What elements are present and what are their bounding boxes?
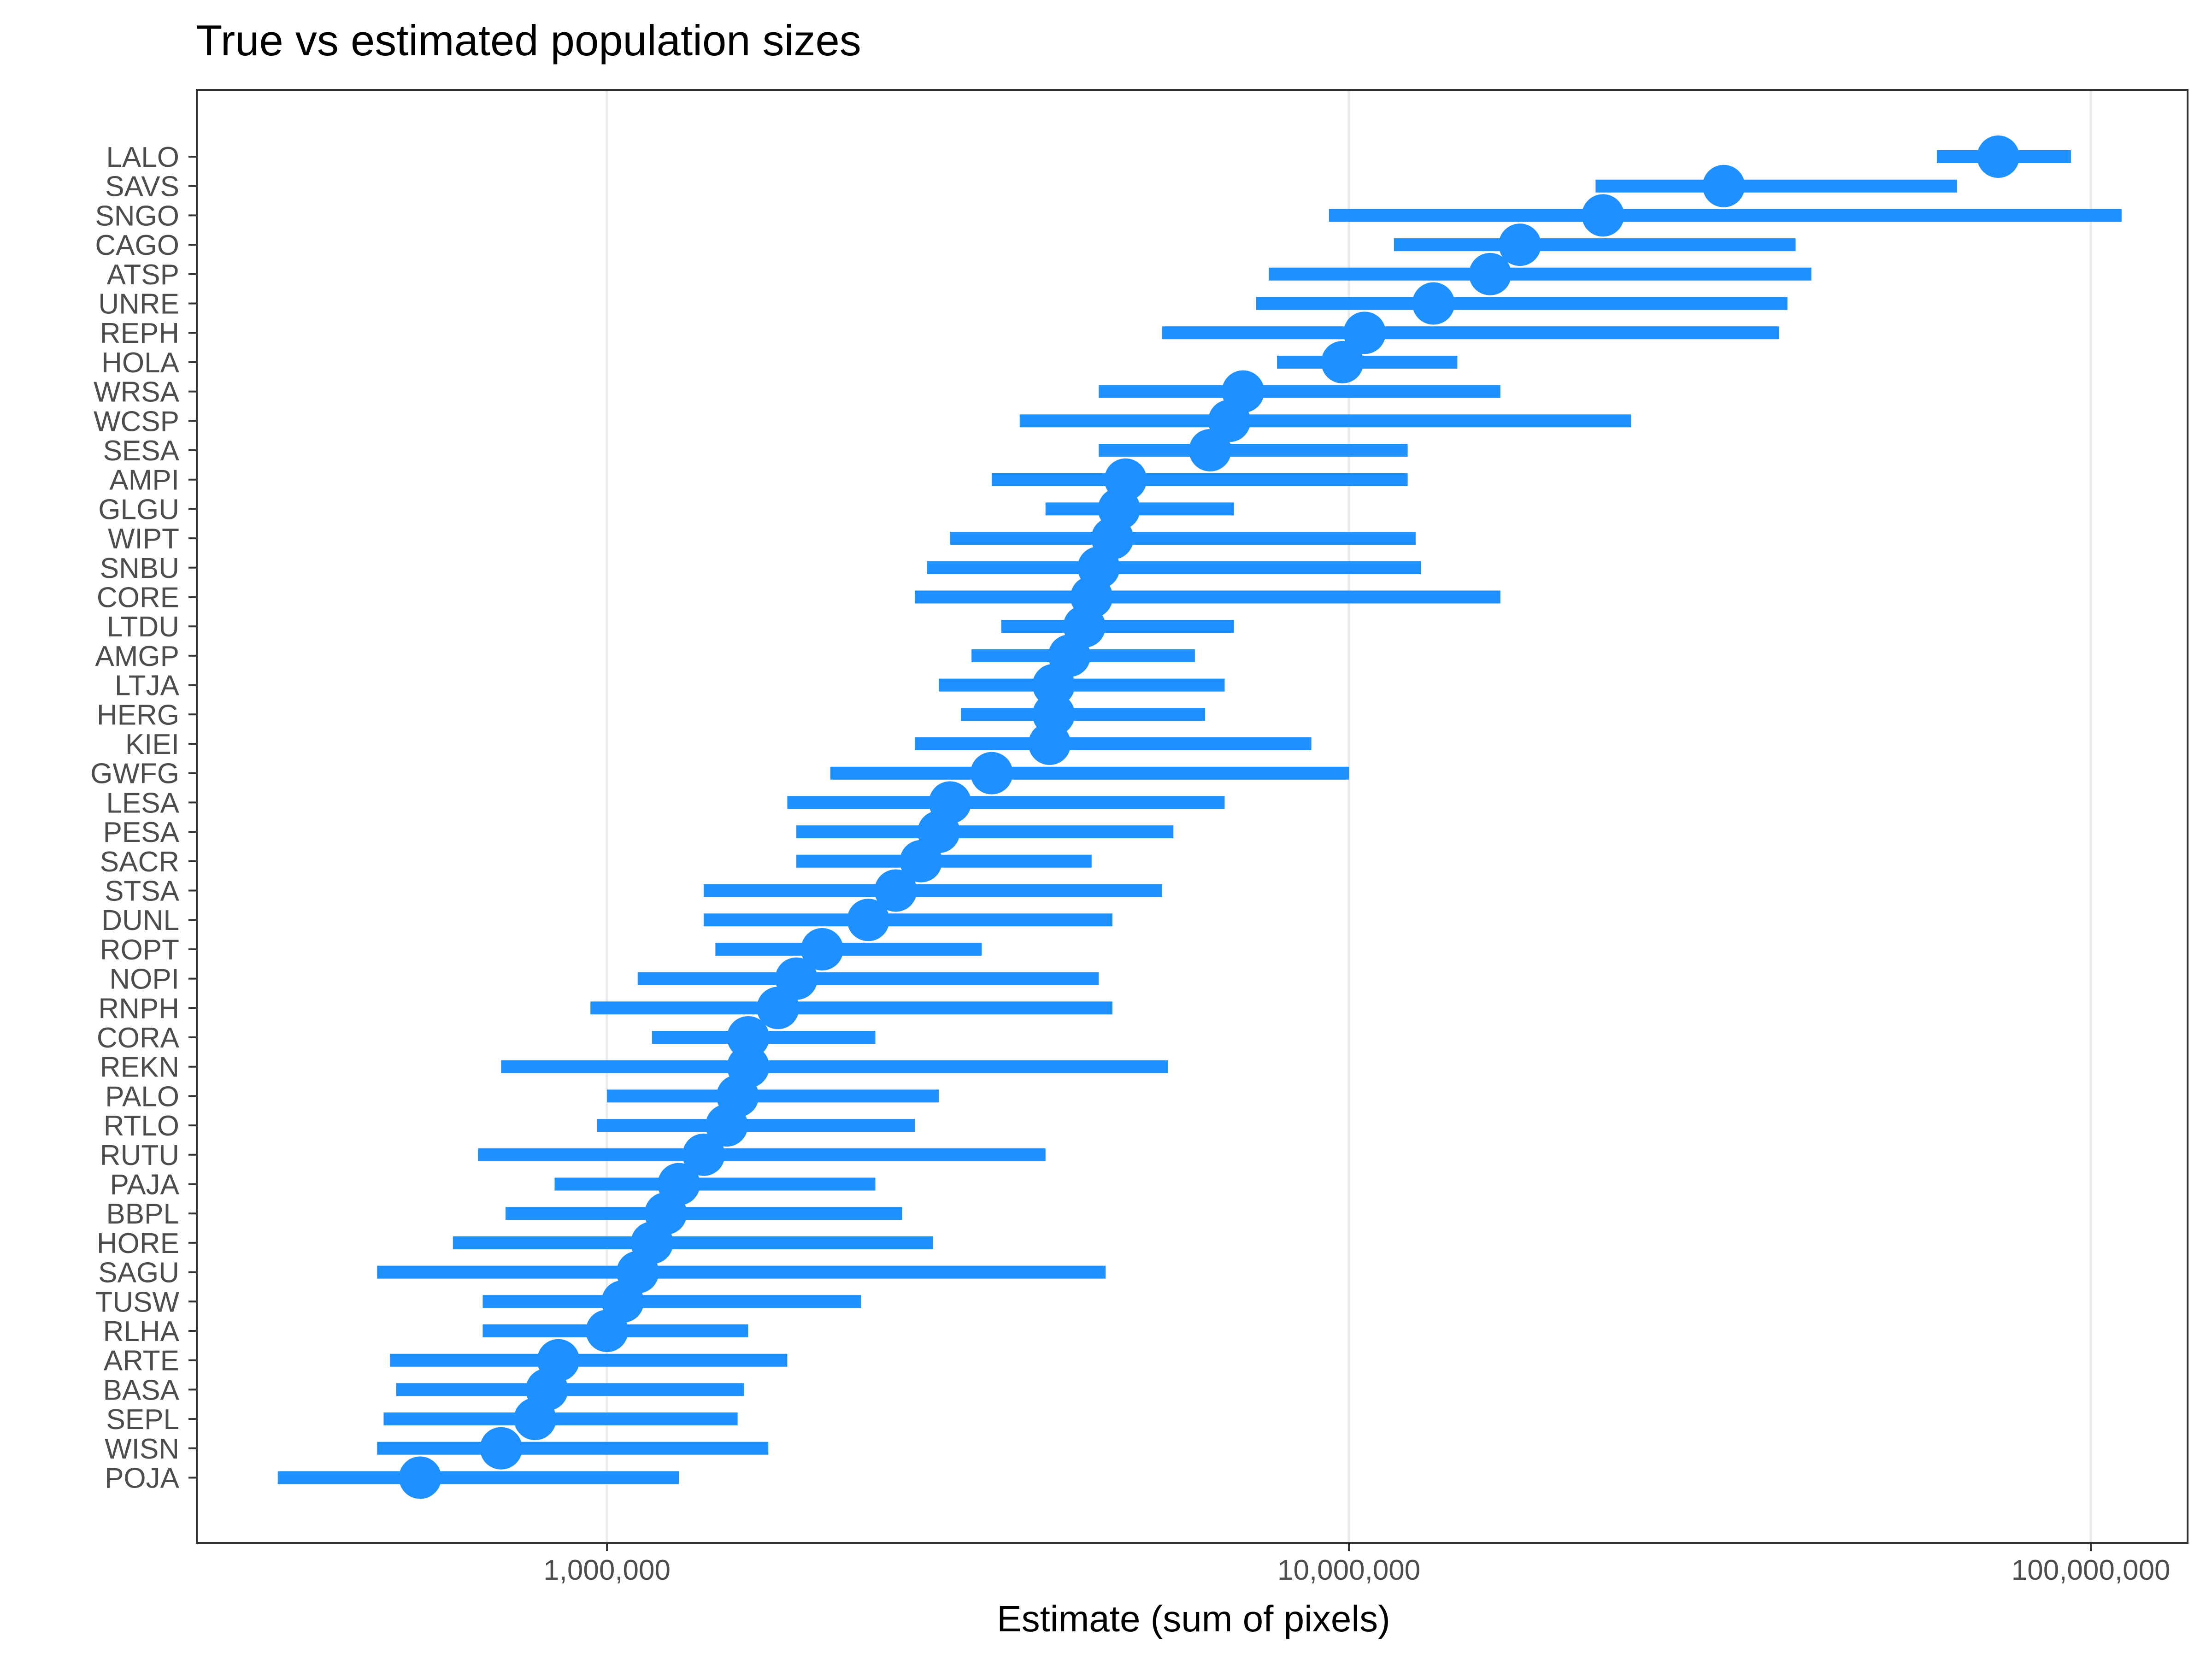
y-tick-label: CORE (97, 582, 179, 614)
y-tick-label: RUTU (100, 1140, 179, 1171)
interval-bars (277, 150, 2122, 1484)
y-tick-label: SAGU (98, 1257, 179, 1289)
point-gwfg (970, 752, 1013, 794)
y-tick-label: SESA (103, 435, 180, 467)
y-tick-label: SNGO (95, 200, 179, 232)
point-rnph (757, 987, 800, 1030)
point-cago (1499, 224, 1541, 266)
y-tick-label: CAGO (95, 229, 179, 261)
point-savs (1702, 165, 1745, 207)
y-tick-label: POJA (105, 1463, 180, 1494)
y-tick-label: LESA (106, 787, 179, 819)
point-sngo (1582, 194, 1624, 237)
y-tick-label: BBPL (106, 1198, 179, 1230)
y-tick-label: HERG (97, 699, 179, 731)
point-sepl (514, 1398, 557, 1441)
point-cora (727, 1016, 770, 1059)
point-atsp (1469, 253, 1512, 295)
point-ltja (1032, 664, 1075, 706)
x-tick-label: 100,000,000 (2012, 1554, 2171, 1586)
point-sesa (1188, 429, 1231, 471)
y-tick-label: WCSP (94, 406, 179, 437)
y-tick-label: DUNL (101, 905, 179, 936)
x-tick-label: 1,000,000 (543, 1554, 671, 1586)
y-tick-label: SEPL (106, 1404, 179, 1435)
chart-title: True vs estimated population sizes (196, 16, 861, 65)
y-tick-label: SNBU (100, 553, 179, 584)
y-tick-label: CORA (97, 1022, 180, 1054)
y-tick-label: WIPT (108, 523, 179, 555)
y-tick-label: KIEI (125, 729, 179, 760)
y-tick-label: WISN (105, 1433, 179, 1465)
point-sacr (900, 840, 942, 882)
y-tick-label: PALO (105, 1081, 179, 1112)
point-kiei (1028, 723, 1071, 765)
y-tick-label: RLHA (103, 1316, 180, 1347)
y-tick-label: PAJA (110, 1169, 180, 1201)
estimate-points (399, 135, 2020, 1499)
y-tick-label: PESA (103, 817, 180, 848)
point-wisn (480, 1427, 523, 1470)
y-tick-label: HORE (97, 1228, 179, 1259)
y-tick-label: RTLO (104, 1110, 179, 1142)
y-tick-label: SAVS (105, 171, 179, 203)
y-tick-label: REPH (100, 318, 179, 349)
y-tick-label: ARTE (104, 1345, 179, 1377)
y-tick-label: AMGP (95, 641, 179, 672)
y-tick-label: BASA (103, 1374, 180, 1406)
y-tick-label: STSA (105, 876, 180, 907)
point-reph (1343, 312, 1386, 354)
y-axis: LALOSAVSSNGOCAGOATSPUNREREPHHOLAWRSAWCSP… (90, 141, 197, 1494)
plot-panel-border (196, 89, 2188, 1544)
y-tick-label: LTJA (115, 670, 180, 702)
point-rutu (682, 1133, 725, 1176)
y-tick-label: LTDU (107, 611, 179, 643)
y-tick-label: GLGU (98, 494, 179, 525)
y-tick-label: NOPI (109, 964, 179, 995)
y-tick-label: SACR (100, 846, 179, 878)
y-tick-label: REKN (100, 1052, 179, 1083)
point-rlha (586, 1310, 629, 1352)
y-tick-label: TUSW (95, 1286, 179, 1318)
y-tick-label: WRSA (94, 377, 180, 408)
x-axis: 1,000,000 10,000,000 100,000,000 (543, 1543, 2171, 1586)
y-tick-label: ATSP (107, 259, 179, 291)
x-axis-title: Estimate (sum of pixels) (997, 1598, 1390, 1639)
point-hola (1321, 341, 1364, 383)
y-tick-label: AMPI (109, 465, 179, 496)
point-dunl (847, 899, 890, 941)
y-tick-label: RNPH (98, 993, 179, 1024)
y-tick-label: ROPT (100, 934, 179, 966)
point-unre (1412, 282, 1455, 325)
point-poja (399, 1456, 441, 1499)
point-rtlo (705, 1104, 748, 1147)
y-tick-label: GWFG (90, 758, 179, 790)
y-tick-label: LALO (106, 141, 179, 173)
point-stsa (874, 869, 917, 912)
point-lalo (1977, 135, 2020, 178)
y-tick-label: HOLA (101, 347, 179, 379)
y-tick-label: UNRE (98, 288, 179, 320)
point-ropt (801, 928, 844, 971)
x-tick-label: 10,000,000 (1277, 1554, 1420, 1586)
